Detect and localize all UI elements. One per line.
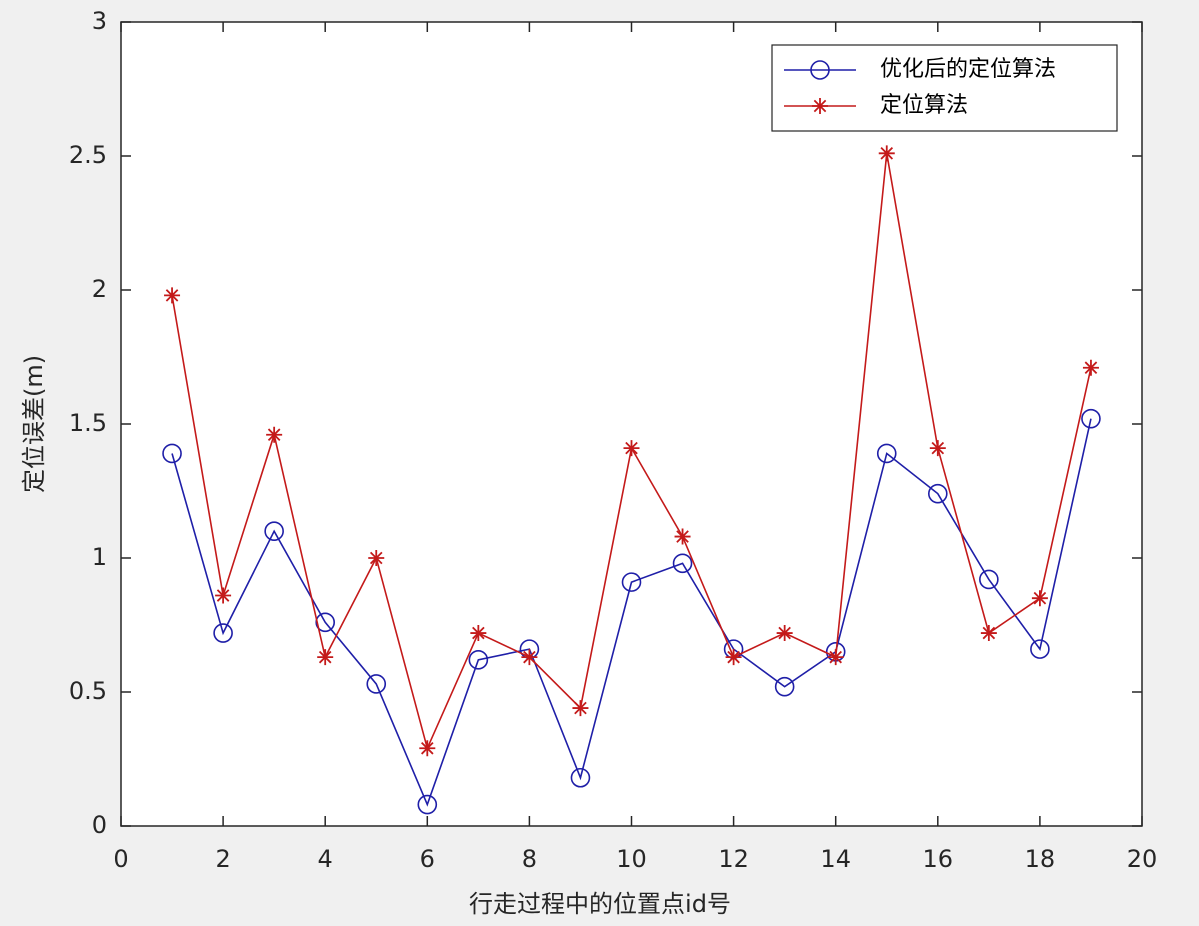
marker <box>1031 590 1048 607</box>
marker <box>419 740 436 757</box>
y-tick-label: 2.5 <box>69 141 107 169</box>
legend-label: 定位算法 <box>880 93 968 118</box>
marker <box>315 612 336 633</box>
legend-box <box>771 44 1118 132</box>
marker <box>876 443 897 464</box>
marker <box>979 569 999 590</box>
x-tick-label: 18 <box>1025 845 1056 873</box>
x-tick-label: 16 <box>923 845 954 873</box>
marker <box>878 145 895 162</box>
legend-marker <box>810 60 830 80</box>
marker <box>368 550 385 566</box>
x-tick-label: 20 <box>1127 845 1158 873</box>
marker <box>572 700 589 717</box>
marker <box>366 674 387 694</box>
marker <box>621 572 642 592</box>
x-tick-label: 10 <box>616 845 647 873</box>
marker <box>162 443 182 464</box>
x-tick-label: 4 <box>318 845 333 873</box>
marker <box>470 625 487 642</box>
marker <box>468 650 489 670</box>
marker <box>674 528 691 545</box>
y-tick-label: 3 <box>92 7 107 35</box>
y-tick-label: 1.5 <box>69 409 107 437</box>
legend-marker <box>812 98 828 114</box>
plot-area <box>120 21 1143 827</box>
x-axis-label: 行走过程中的位置点id号 <box>469 890 731 918</box>
marker <box>774 676 795 697</box>
marker <box>1082 359 1099 376</box>
marker <box>521 649 538 666</box>
x-tick-label: 14 <box>820 845 851 873</box>
marker <box>417 794 438 815</box>
marker <box>623 440 640 457</box>
marker <box>215 587 232 604</box>
marker <box>213 623 233 643</box>
y-tick-label: 0 <box>92 811 107 839</box>
marker <box>1081 408 1101 429</box>
x-tick-label: 8 <box>522 845 537 873</box>
marker <box>776 625 793 642</box>
x-tick-label: 6 <box>420 845 435 873</box>
marker <box>570 767 591 788</box>
marker <box>317 649 334 666</box>
marker <box>827 649 844 666</box>
x-tick-label: 0 <box>113 845 128 873</box>
y-tick-label: 0.5 <box>69 677 107 705</box>
legend-label: 优化后的定位算法 <box>880 57 1056 82</box>
x-tick-label: 12 <box>718 845 749 873</box>
marker <box>927 483 948 504</box>
marker <box>164 287 181 304</box>
marker <box>672 553 693 574</box>
marker <box>929 440 946 457</box>
marker <box>1030 639 1050 659</box>
y-axis-label: 定位误差(m) <box>20 355 48 493</box>
series-line <box>171 418 1092 807</box>
marker <box>725 649 742 666</box>
x-tick-label: 2 <box>215 845 230 873</box>
y-tick-label: 2 <box>92 275 107 303</box>
marker <box>264 521 284 542</box>
y-tick-label: 1 <box>92 543 107 571</box>
marker <box>980 625 997 642</box>
marker <box>266 426 283 443</box>
